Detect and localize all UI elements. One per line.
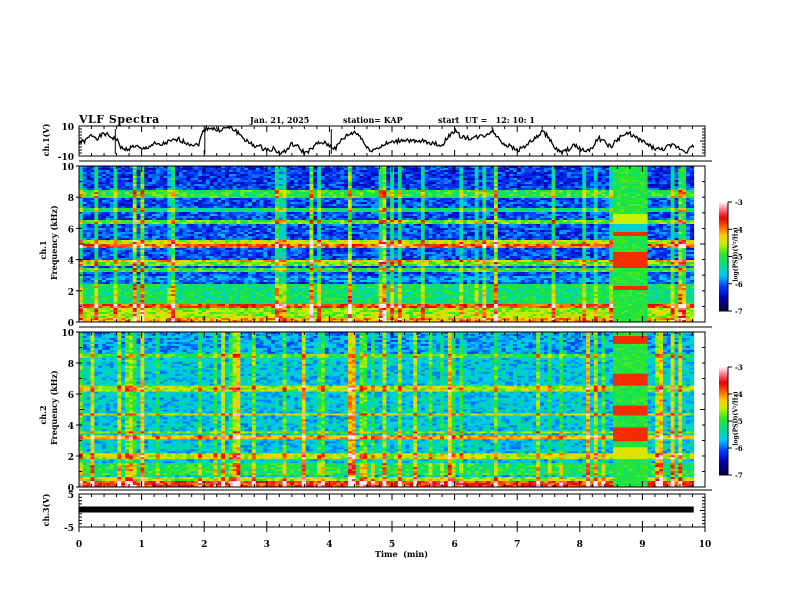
ch1-spectrogram-image (79, 166, 694, 322)
